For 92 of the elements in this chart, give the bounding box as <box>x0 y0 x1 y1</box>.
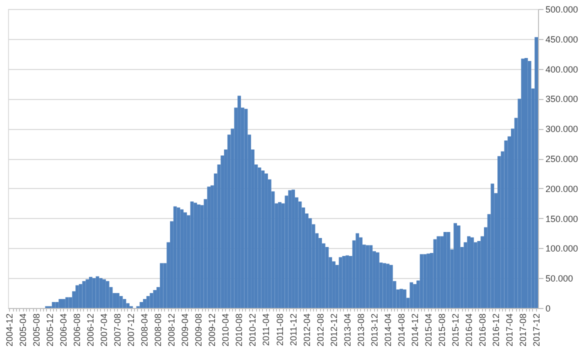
bar <box>99 278 103 308</box>
bar <box>521 58 524 308</box>
x-tick-label: 2006-12 <box>86 314 96 347</box>
y-tick-label: 350.000 <box>546 94 578 104</box>
bar <box>173 206 177 308</box>
bar <box>382 263 386 308</box>
bar <box>369 245 373 308</box>
y-tick-label: 150.000 <box>546 214 578 224</box>
x-tick-label: 2017-04 <box>504 314 514 347</box>
x-tick-label: 2008-12 <box>166 314 177 347</box>
bar <box>143 299 146 308</box>
x-tick-label: 2005-12 <box>45 314 56 347</box>
x-tick-label: 2013-12 <box>369 314 380 347</box>
bar <box>436 236 440 308</box>
bar <box>288 190 292 308</box>
bar <box>490 184 494 308</box>
x-tick-label: 2016-12 <box>490 314 501 347</box>
bar <box>356 233 360 308</box>
bar <box>65 297 69 308</box>
x-tick-label: 2015-04 <box>423 314 434 347</box>
bar <box>504 140 508 308</box>
x-tick-label: 2009-12 <box>207 314 218 347</box>
bar <box>58 299 62 308</box>
x-tick-label: 2006-04 <box>58 314 69 347</box>
x-tick-label: 2007-04 <box>99 314 110 347</box>
bar <box>402 289 406 308</box>
x-tick-label: 2010-04 <box>220 314 231 347</box>
x-tick-label: 2015-08 <box>436 314 447 347</box>
bar <box>410 282 414 308</box>
x-tick-label: 2010-12 <box>248 314 258 347</box>
x-tick-label: 2012-08 <box>315 314 326 347</box>
bar <box>119 296 123 308</box>
bar <box>180 209 184 308</box>
x-tick-label: 2012-04 <box>302 314 312 347</box>
x-tick-label: 2005-08 <box>32 314 42 347</box>
x-tick-label: 2006-08 <box>72 314 82 347</box>
bar <box>389 264 393 308</box>
bar <box>376 252 380 308</box>
x-tick-label: 2010-08 <box>234 314 244 347</box>
y-tick-label: 250.000 <box>546 154 578 164</box>
bar <box>470 237 474 308</box>
bar <box>160 263 164 308</box>
y-tick-label: 300.000 <box>546 124 578 134</box>
bar <box>92 278 96 308</box>
x-tick-label: 2016-08 <box>477 314 488 347</box>
bar <box>456 225 460 308</box>
x-tick-label: 2012-12 <box>328 314 339 347</box>
bar <box>126 303 130 308</box>
bar <box>423 254 427 308</box>
x-tick-label: 2013-04 <box>342 314 352 347</box>
y-tick-label: 100.000 <box>546 244 578 254</box>
x-tick-label: 2016-04 <box>464 314 474 347</box>
x-tick-label: 2014-08 <box>396 314 406 347</box>
bar <box>207 186 211 308</box>
x-tick-label: 2005-04 <box>18 314 28 347</box>
x-tick-label: 2013-08 <box>356 314 366 347</box>
bar <box>52 302 56 308</box>
x-tick-label: 2007-12 <box>126 314 136 347</box>
x-tick-label: 2009-08 <box>194 314 204 347</box>
bar <box>76 285 79 308</box>
bar <box>524 58 528 308</box>
x-tick-label: 2007-08 <box>112 314 123 347</box>
bar <box>342 256 346 308</box>
x-tick-label: 2014-12 <box>410 314 420 347</box>
y-tick-label: 400.000 <box>546 64 578 74</box>
bar <box>153 290 157 308</box>
x-tick-label: 2014-04 <box>382 314 393 347</box>
x-tick-label: 2008-04 <box>140 314 150 347</box>
bar <box>140 302 144 308</box>
y-tick-label: 450.000 <box>546 34 578 44</box>
y-tick-label: 0 <box>546 304 551 314</box>
bar <box>86 279 90 308</box>
bar <box>146 296 150 308</box>
x-tick-label: 2017-08 <box>518 314 528 347</box>
x-tick-label: 2004-12 <box>4 314 15 347</box>
bar <box>261 170 265 308</box>
bar <box>194 202 198 308</box>
y-tick-label: 50.000 <box>546 274 574 284</box>
x-tick-label: 2017-12 <box>531 314 542 347</box>
bar <box>78 284 82 308</box>
x-tick-label: 2011-08 <box>274 314 285 346</box>
x-tick-label: 2011-04 <box>261 314 272 346</box>
bar <box>454 223 457 308</box>
bar <box>534 37 538 308</box>
x-tick-label: 2011-12 <box>288 314 298 346</box>
y-tick-label: 500.000 <box>546 4 578 14</box>
bar <box>443 232 447 308</box>
x-tick-label: 2015-12 <box>450 314 460 347</box>
x-tick-label: 2008-08 <box>153 314 164 347</box>
x-tick-label: 2009-04 <box>180 314 190 347</box>
y-tick-label: 200.000 <box>546 184 578 194</box>
bar <box>106 281 110 308</box>
